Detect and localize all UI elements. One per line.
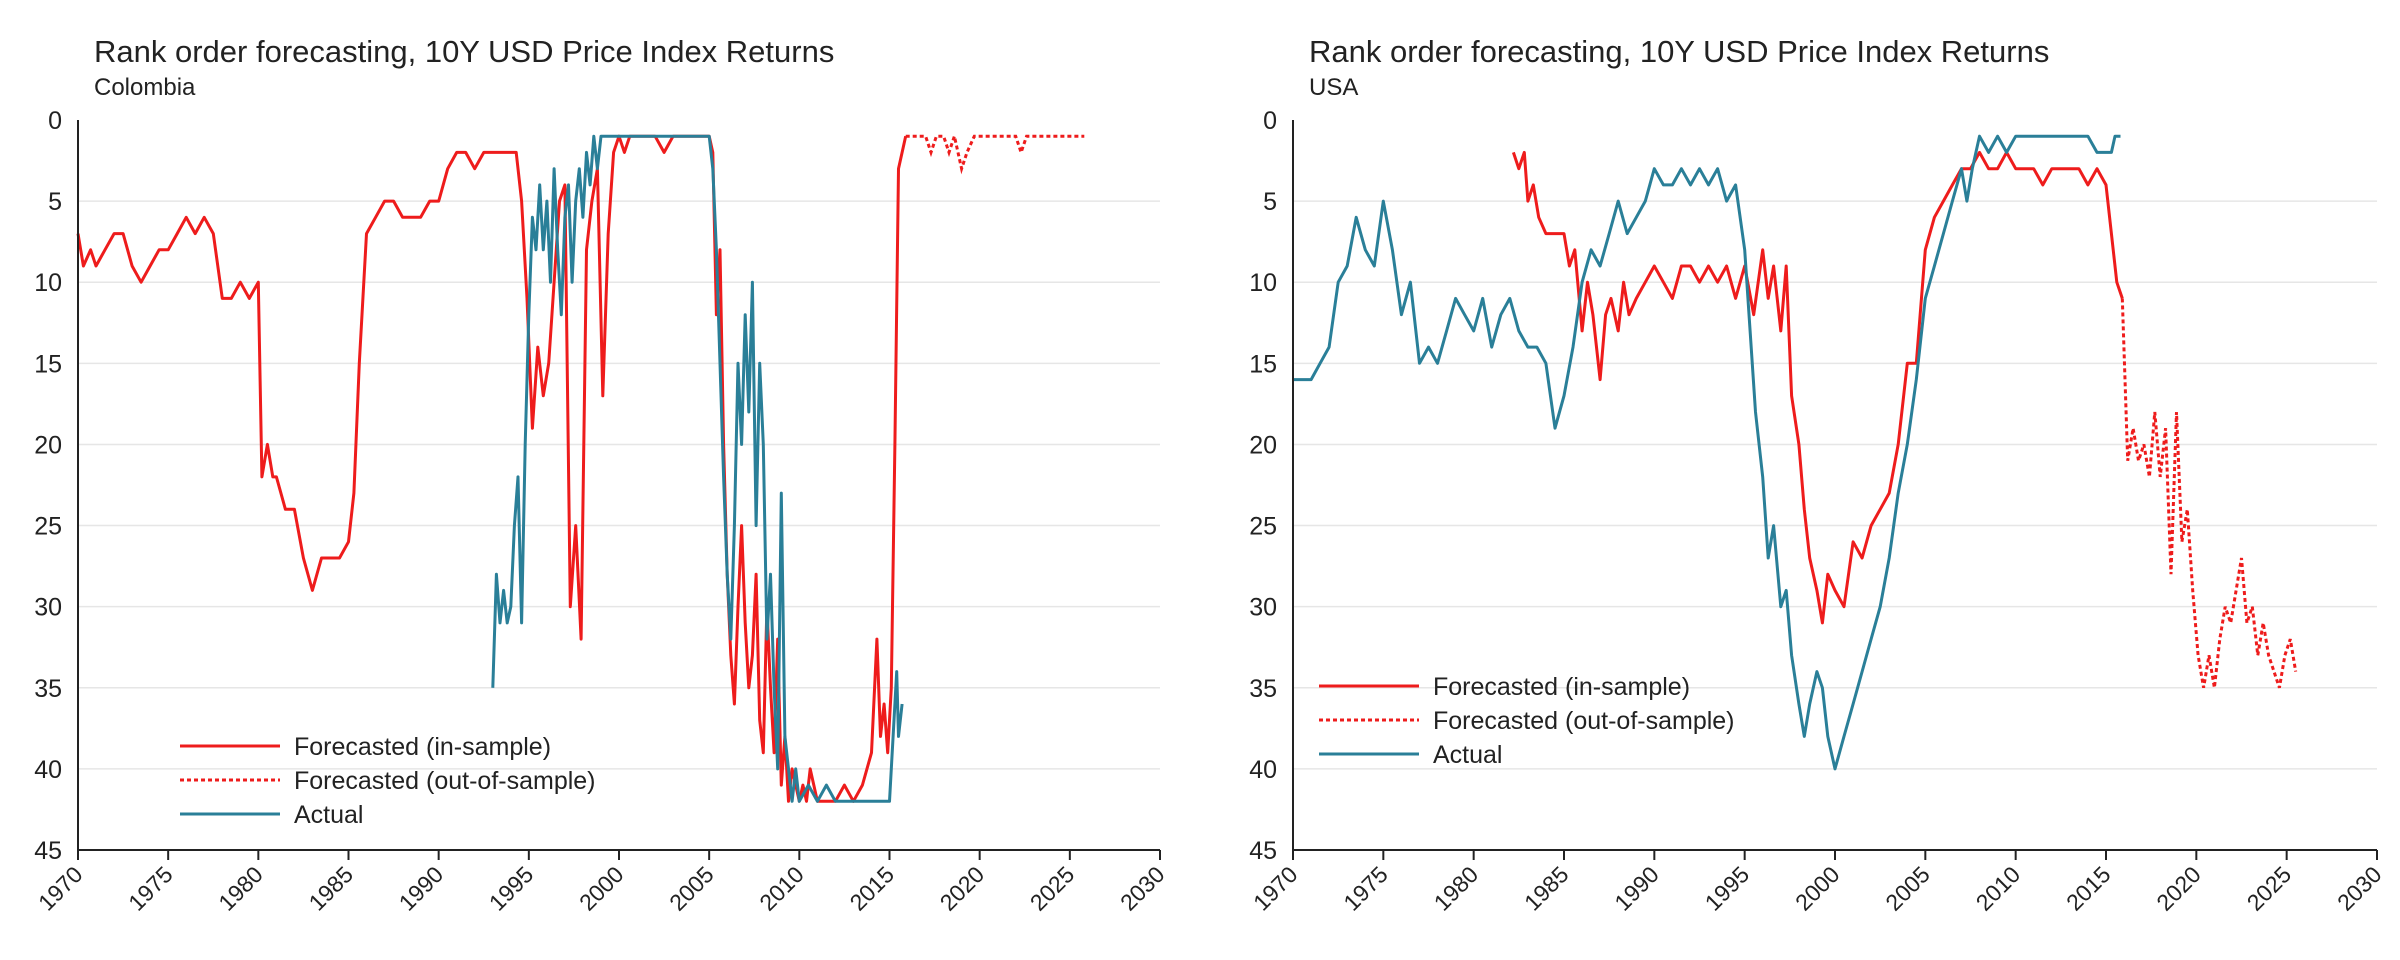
x-tick-label: 2010 [1971, 861, 2026, 916]
series-line-forecast-out-of-sample [905, 130, 1085, 175]
y-tick-label: 35 [1249, 675, 1277, 703]
x-tick-label: 1995 [484, 861, 539, 916]
x-tick-label: 1975 [1338, 861, 1393, 916]
legend: Forecasted (in-sample) Forecasted (out-o… [1319, 673, 1735, 769]
x-tick-label: 1975 [123, 861, 178, 916]
y-tick-label: 40 [1249, 756, 1277, 784]
legend-label-actual: Actual [1433, 741, 1502, 769]
y-tick-label: 35 [34, 675, 62, 703]
y-tick-label: 10 [1249, 269, 1277, 297]
y-tick-label: 30 [1249, 594, 1277, 622]
legend-label-in-sample: Forecasted (in-sample) [294, 733, 551, 761]
legend: Forecasted (in-sample) Forecasted (out-o… [180, 733, 596, 829]
x-tick-label: 1985 [303, 861, 358, 916]
x-tick-label: 1990 [1609, 861, 1664, 916]
x-tick-label: 2015 [844, 861, 899, 916]
y-tick-label: 20 [34, 431, 62, 459]
y-tick-label: 15 [34, 350, 62, 378]
y-tick-label: 45 [1249, 837, 1277, 865]
x-tick-label: 1970 [33, 861, 88, 916]
x-tick-label: 1990 [394, 861, 449, 916]
legend-label-in-sample: Forecasted (in-sample) [1433, 673, 1690, 701]
x-tick-label: 2000 [574, 861, 629, 916]
x-tick-label: 1995 [1700, 861, 1755, 916]
y-tick-label: 45 [34, 837, 62, 865]
x-tick-label: 2000 [1790, 861, 1845, 916]
x-tick-label: 1980 [213, 861, 268, 916]
legend-label-out-of-sample: Forecasted (out-of-sample) [1433, 707, 1735, 735]
x-tick-label: 2005 [1880, 861, 1935, 916]
series-line-forecast-in-sample [76, 134, 908, 803]
y-tick-label: 5 [1263, 188, 1277, 216]
chart-title: Rank order forecasting, 10Y USD Price In… [94, 34, 835, 69]
series-line-actual [491, 134, 904, 803]
chart-panel-usa: Rank order forecasting, 10Y USD Price In… [1215, 0, 2400, 960]
y-tick-label: 15 [1249, 350, 1277, 378]
x-tick-label: 2025 [2242, 861, 2297, 916]
chart-title: Rank order forecasting, 10Y USD Price In… [1309, 34, 2050, 69]
x-tick-label: 2030 [2332, 861, 2387, 916]
series-line-forecast-in-sample [1511, 150, 2124, 625]
x-tick-label: 1970 [1248, 861, 1303, 916]
y-tick-label: 10 [34, 269, 62, 297]
x-tick-label: 1985 [1519, 861, 1574, 916]
series-line-actual [1293, 134, 2121, 771]
y-tick-label: 0 [1263, 107, 1277, 135]
x-tick-label: 2030 [1115, 861, 1170, 916]
x-tick-label: 2015 [2061, 861, 2116, 916]
y-tick-label: 25 [34, 513, 62, 541]
x-tick-label: 2020 [2151, 861, 2206, 916]
y-tick-label: 25 [1249, 513, 1277, 541]
x-tick-label: 2005 [664, 861, 719, 916]
y-tick-label: 5 [48, 188, 62, 216]
legend-label-out-of-sample: Forecasted (out-of-sample) [294, 767, 596, 795]
x-tick-label: 1980 [1429, 861, 1484, 916]
chart-subtitle: USA [1309, 74, 1359, 101]
series-line-forecast-out-of-sample [2120, 298, 2298, 689]
legend-label-actual: Actual [294, 801, 363, 829]
chart-panel-colombia: Rank order forecasting, 10Y USD Price In… [33, 34, 1170, 916]
y-tick-label: 40 [34, 756, 62, 784]
y-tick-label: 20 [1249, 431, 1277, 459]
x-tick-label: 2010 [754, 861, 809, 916]
x-tick-label: 2025 [1025, 861, 1080, 916]
x-tick-label: 2020 [935, 861, 990, 916]
y-tick-label: 0 [48, 107, 62, 135]
y-tick-label: 30 [34, 594, 62, 622]
chart-subtitle: Colombia [94, 74, 196, 101]
